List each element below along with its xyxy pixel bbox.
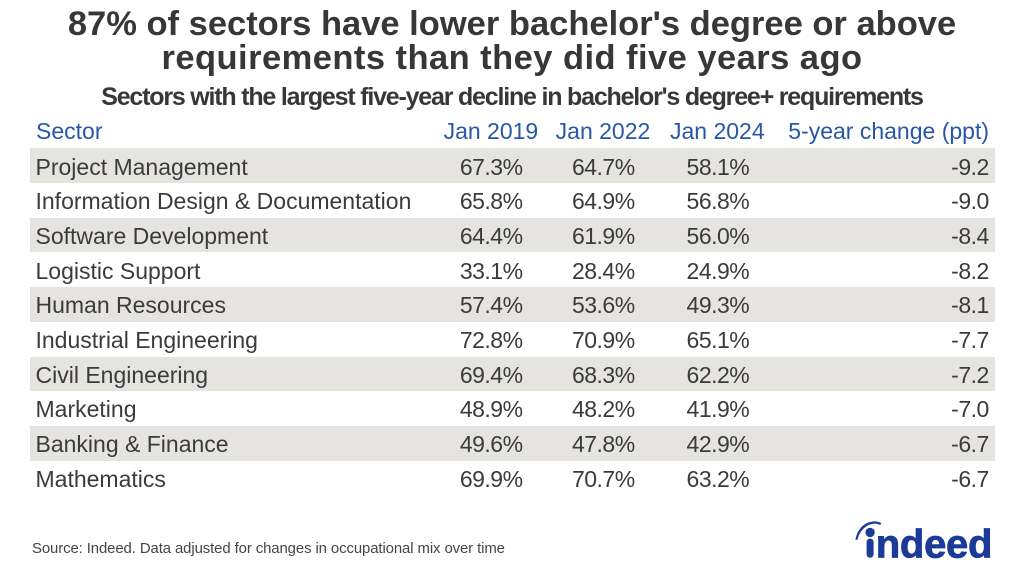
svg-text:ndeed: ndeed [876, 523, 992, 566]
